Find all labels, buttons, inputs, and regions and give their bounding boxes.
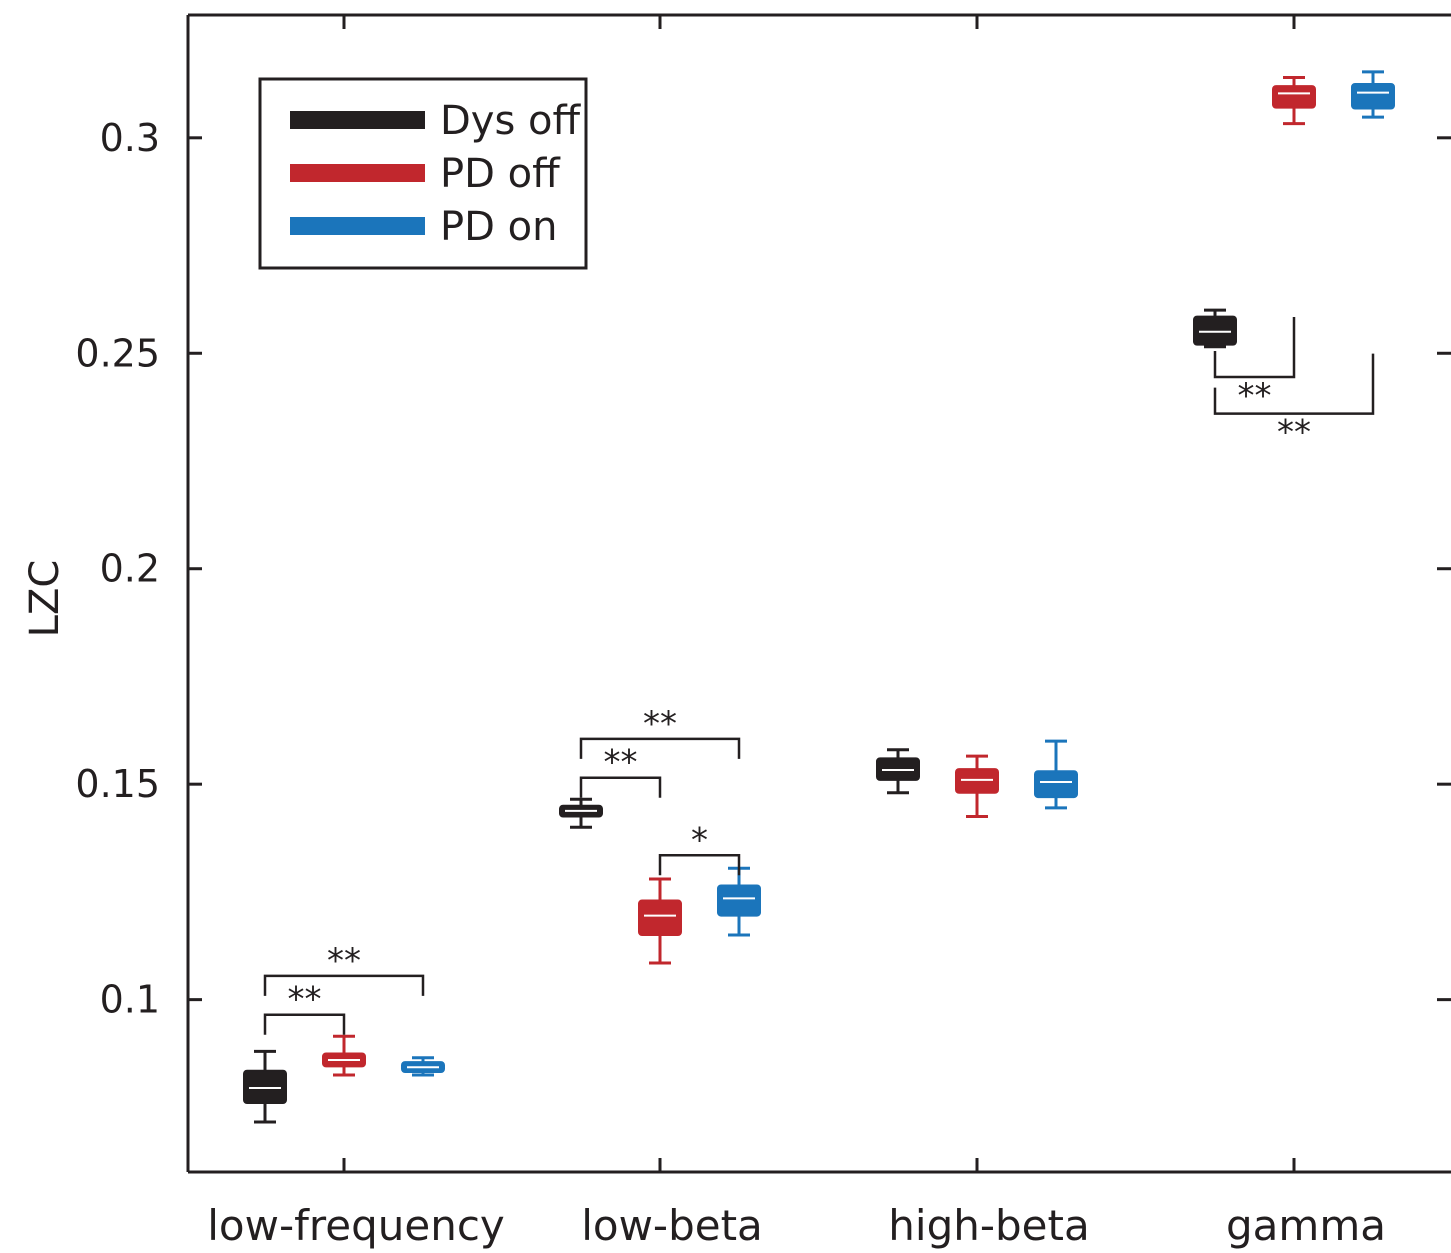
plot-area bbox=[243, 70, 1395, 1124]
bracket-line bbox=[1213, 353, 1375, 415]
box-pd-on bbox=[401, 1056, 445, 1077]
bracket-line bbox=[579, 776, 662, 798]
y-tick-label: 0.2 bbox=[100, 547, 160, 591]
bracket-line bbox=[658, 854, 741, 876]
bracket-line bbox=[263, 1013, 346, 1035]
y-tick-label: 0.3 bbox=[100, 116, 160, 160]
box-pd-off bbox=[1272, 75, 1316, 126]
bracket-line bbox=[579, 737, 741, 759]
significance-label: ** bbox=[288, 980, 322, 1020]
y-axis-label: LZC bbox=[22, 560, 68, 638]
box-pd-off bbox=[638, 877, 682, 965]
legend-label: PD off bbox=[440, 151, 561, 197]
bracket-line bbox=[263, 974, 425, 996]
x-category-label: gamma bbox=[1226, 1201, 1386, 1250]
legend-label: Dys off bbox=[440, 98, 582, 144]
iqr-box bbox=[1193, 315, 1237, 346]
significance-bracket: ** bbox=[579, 704, 741, 759]
significance-label: ** bbox=[1277, 413, 1311, 453]
significance-bracket: ** bbox=[579, 743, 662, 798]
box-pd-off bbox=[322, 1034, 366, 1077]
y-tick-label: 0.1 bbox=[100, 978, 160, 1022]
significance-bracket: ** bbox=[263, 941, 425, 996]
significance-label: * bbox=[691, 820, 708, 860]
iqr-box bbox=[1034, 770, 1078, 799]
box-pd-on bbox=[1351, 70, 1395, 119]
iqr-box bbox=[717, 884, 761, 917]
iqr-box bbox=[955, 768, 999, 794]
significance-bracket: ** bbox=[1213, 353, 1375, 453]
iqr-box bbox=[638, 899, 682, 936]
bracket-line bbox=[1213, 316, 1296, 379]
box-dys-off bbox=[559, 797, 603, 829]
significance-label: ** bbox=[643, 704, 677, 744]
significance-label: ** bbox=[604, 743, 638, 783]
axes: 0.1 0.15 0.2 0.25 0.3 low-frequency low-beta hi… bbox=[22, 13, 1451, 1250]
x-category-label: low-beta bbox=[581, 1201, 763, 1250]
box-pd-on bbox=[717, 866, 761, 937]
iqr-box bbox=[1272, 85, 1316, 109]
x-category-label: low-frequency bbox=[207, 1201, 505, 1250]
box-dys-off bbox=[243, 1049, 287, 1124]
significance-bracket: * bbox=[658, 820, 741, 876]
legend: Dys off PD off PD on bbox=[258, 77, 588, 270]
x-category-label: high-beta bbox=[888, 1201, 1089, 1250]
box-dys-off bbox=[1193, 308, 1237, 349]
significance-label: ** bbox=[1238, 376, 1272, 416]
iqr-box bbox=[243, 1069, 287, 1105]
y-tick-label: 0.25 bbox=[75, 331, 160, 375]
box-pd-off bbox=[955, 754, 999, 818]
iqr-box bbox=[1351, 82, 1395, 110]
significance-bracket: ** bbox=[263, 980, 346, 1035]
legend-label: PD on bbox=[440, 204, 557, 250]
y-tick-label: 0.15 bbox=[75, 762, 160, 806]
significance-brackets: ************* bbox=[263, 316, 1375, 1035]
box-pd-on bbox=[1034, 739, 1078, 810]
significance-label: ** bbox=[327, 941, 361, 981]
significance-bracket: ** bbox=[1213, 316, 1296, 416]
box-dys-off bbox=[876, 748, 920, 795]
